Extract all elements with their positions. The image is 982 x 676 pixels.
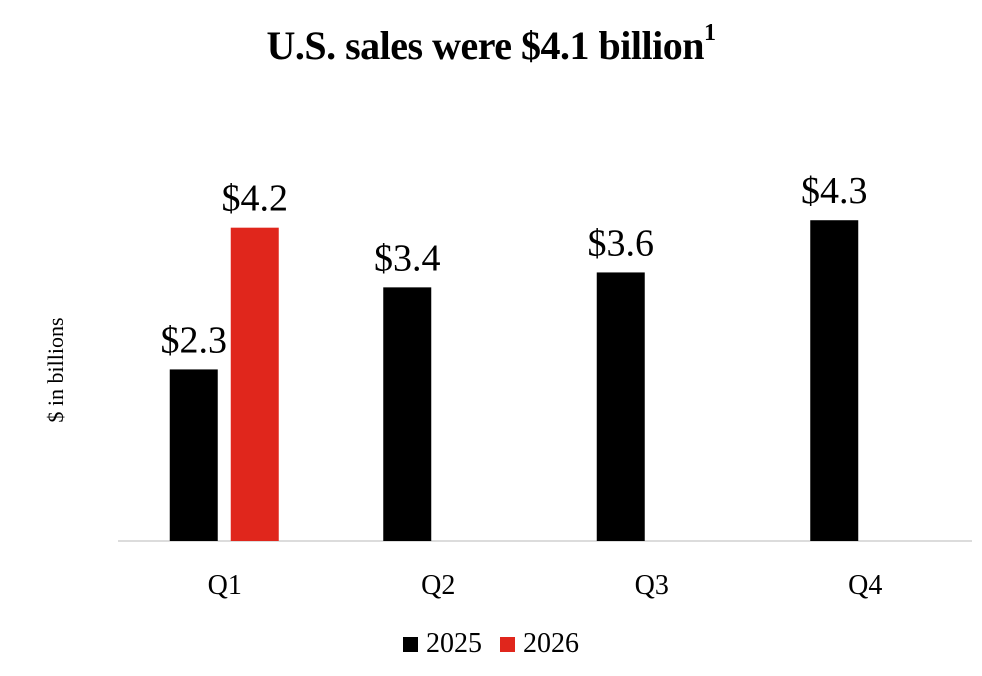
title-footnote: 1 xyxy=(704,20,716,46)
bar-Q1-2025 xyxy=(169,369,218,541)
legend-item-2026: 2026 xyxy=(500,628,579,660)
bar-Q1-2026 xyxy=(230,227,279,541)
legend-swatch-2026 xyxy=(500,636,515,652)
x-tick-label-Q3: Q3 xyxy=(635,570,669,601)
legend-label-2026: 2026 xyxy=(523,628,579,659)
data-label-Q2-2025: $3.4 xyxy=(374,237,441,279)
chart-title: U.S. sales were $4.1 billion1 xyxy=(0,20,982,69)
bar-Q4-2025 xyxy=(810,220,859,541)
x-tick-label-Q1: Q1 xyxy=(208,570,242,601)
legend-swatch-2025 xyxy=(403,636,418,652)
data-label-Q1-2025: $2.3 xyxy=(161,319,228,361)
x-tick-label-Q2: Q2 xyxy=(421,570,455,601)
legend: 2025 2026 xyxy=(0,628,982,660)
bar-Q3-2025 xyxy=(596,272,645,541)
data-label-Q3-2025: $3.6 xyxy=(588,222,655,264)
legend-label-2025: 2025 xyxy=(426,628,482,659)
bar-Q2-2025 xyxy=(383,287,432,541)
title-text: U.S. sales were $4.1 billion xyxy=(266,23,704,68)
legend-item-2025: 2025 xyxy=(403,628,482,660)
data-label-Q4-2025: $4.3 xyxy=(801,170,868,212)
data-label-Q1-2026: $4.2 xyxy=(222,178,289,220)
x-tick-label-Q4: Q4 xyxy=(848,570,882,601)
